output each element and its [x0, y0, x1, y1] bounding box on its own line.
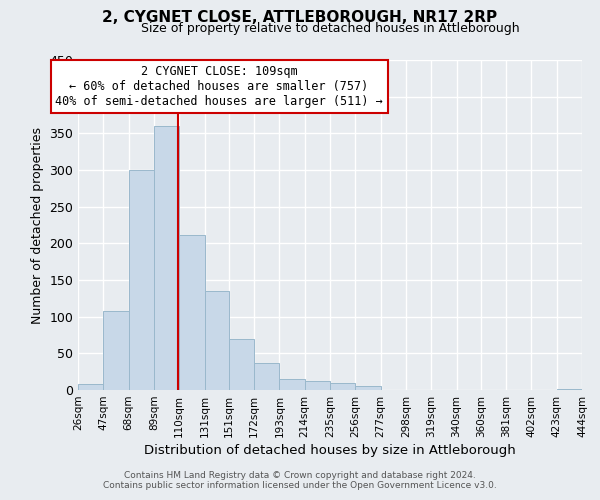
Bar — [179, 234, 205, 390]
Bar — [154, 126, 179, 390]
Bar — [103, 311, 128, 390]
Text: Contains HM Land Registry data © Crown copyright and database right 2024.
Contai: Contains HM Land Registry data © Crown c… — [103, 470, 497, 490]
Bar — [254, 363, 280, 390]
Bar — [557, 388, 582, 390]
Y-axis label: Number of detached properties: Number of detached properties — [31, 126, 44, 324]
Bar — [280, 379, 305, 390]
Text: 2 CYGNET CLOSE: 109sqm
← 60% of detached houses are smaller (757)
40% of semi-de: 2 CYGNET CLOSE: 109sqm ← 60% of detached… — [55, 65, 383, 108]
Bar — [305, 381, 330, 390]
Title: Size of property relative to detached houses in Attleborough: Size of property relative to detached ho… — [140, 22, 520, 35]
X-axis label: Distribution of detached houses by size in Attleborough: Distribution of detached houses by size … — [144, 444, 516, 457]
Bar — [330, 382, 355, 390]
Bar — [355, 386, 380, 390]
Bar — [229, 338, 254, 390]
Bar — [128, 170, 154, 390]
Text: 2, CYGNET CLOSE, ATTLEBOROUGH, NR17 2RP: 2, CYGNET CLOSE, ATTLEBOROUGH, NR17 2RP — [103, 10, 497, 25]
Bar — [78, 384, 103, 390]
Bar — [205, 291, 229, 390]
